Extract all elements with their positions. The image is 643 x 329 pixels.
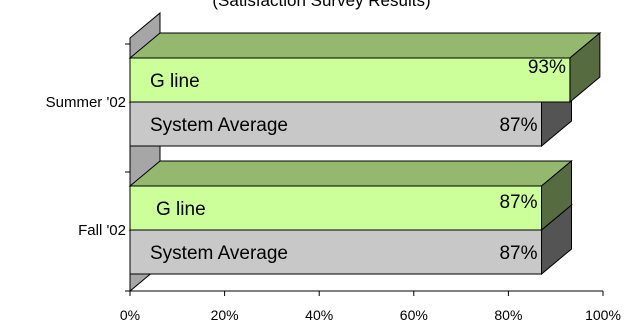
series-name-label: System Average	[150, 115, 288, 136]
series-name-label: System Average	[150, 243, 288, 264]
x-tick-label: 40%	[305, 307, 333, 323]
bar	[128, 31, 602, 104]
x-tick-label: 0%	[120, 307, 140, 323]
bar-front-face	[129, 185, 543, 231]
chart-title: (Satisfaction Survey Results)	[212, 0, 431, 10]
data-label: 87%	[499, 243, 537, 264]
bar-top-face	[128, 32, 602, 59]
category-label: Summer '02	[46, 94, 126, 111]
bar-front-face	[129, 229, 543, 275]
x-tick-label: 80%	[494, 307, 522, 323]
series-name-label: G line	[150, 71, 200, 92]
chart-labels: System Average 87% G line 87% System Average…	[46, 57, 566, 264]
series-name-label: G line	[156, 199, 206, 220]
x-tick-label: 20%	[211, 307, 239, 323]
bar-front-face	[129, 57, 571, 103]
data-label: 87%	[499, 192, 537, 213]
chart-bars	[128, 31, 602, 276]
chart-axes: 0% 20% 40% 60% 80% 100%	[120, 38, 621, 323]
data-label: 93%	[528, 57, 566, 78]
bar-top-face	[128, 160, 573, 187]
bar	[128, 159, 573, 232]
x-tick-label: 60%	[400, 307, 428, 323]
data-label: 87%	[499, 115, 537, 136]
x-tick-label: 100%	[585, 307, 621, 323]
category-label: Fall '02	[78, 222, 126, 239]
